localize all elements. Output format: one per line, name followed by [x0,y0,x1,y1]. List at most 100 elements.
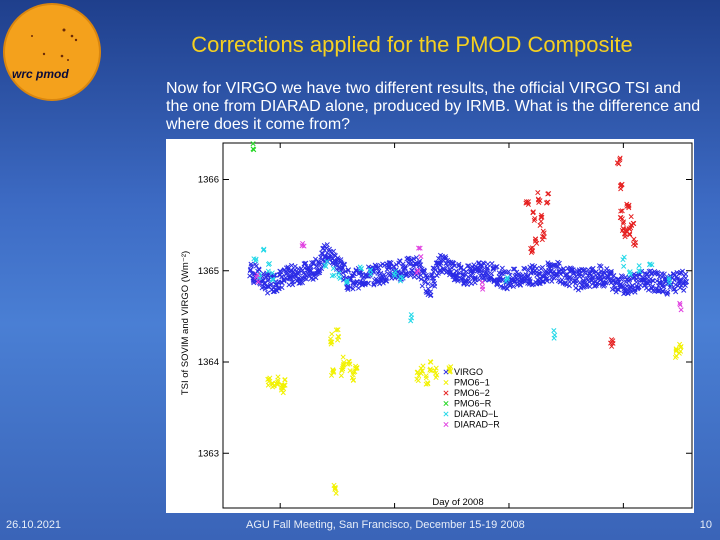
point-virgo [274,282,280,288]
point-virgo [611,273,617,279]
point-diarad-l [504,276,510,282]
series-pmo6-r [250,141,257,153]
slide-subtitle: Now for VIRGO we have two different resu… [166,80,701,133]
point-pmo6-2 [531,217,537,224]
point-pmo6-2 [546,191,552,197]
tsi-scatter-chart: 100 150 200 250 1363 1364 1365 1366 Day of 2008… [166,139,694,513]
point-diarad-l [260,247,266,253]
point-virgo [449,265,455,271]
point-virgo [442,254,448,260]
point-virgo [656,280,663,286]
point-virgo [378,270,384,276]
point-virgo [316,270,323,276]
point-virgo [412,261,418,267]
legend-label-pmo6-r: PMO6−R [454,399,492,409]
point-pmo6-1 [329,339,335,345]
point-pmo6-1 [335,337,341,343]
point-virgo [660,289,666,295]
point-pmo6-1 [677,341,683,347]
point-virgo [580,273,586,279]
point-virgo [661,271,667,277]
point-virgo [587,284,593,290]
point-virgo [315,258,322,264]
point-virgo [340,270,346,276]
point-virgo [264,290,271,296]
point-virgo [345,267,352,273]
point-pmo6-2 [627,231,633,237]
point-pmo6-2 [532,236,539,242]
point-virgo [422,279,429,285]
point-virgo [655,270,661,276]
point-virgo [431,280,438,287]
point-pmo6-2 [614,160,621,166]
point-virgo [627,284,633,290]
legend-marker-diarad-l [443,411,449,417]
point-diarad-r [254,272,261,278]
point-virgo [347,284,353,290]
point-pmo6-2 [627,232,633,238]
point-virgo [326,246,332,252]
point-diarad-r [479,279,485,285]
point-virgo [279,274,285,280]
point-virgo [405,255,412,261]
point-diarad-l [628,272,634,278]
point-pmo6-1 [265,382,271,388]
point-virgo [612,285,618,291]
point-virgo [472,280,478,286]
point-virgo [430,275,437,281]
point-pmo6-1 [333,327,339,333]
point-pmo6-r [250,141,256,147]
point-virgo [501,269,507,275]
point-pmo6-1 [339,367,345,373]
point-virgo [386,264,392,270]
point-pmo6-2 [537,222,543,228]
point-virgo [417,262,423,269]
point-virgo [427,289,434,295]
point-pmo6-1 [350,377,356,383]
point-pmo6-2 [609,343,615,349]
point-diarad-l [504,274,511,281]
series-diarad-l [251,246,673,341]
point-pmo6-2 [617,157,623,163]
y-tick-label: 1365 [198,266,219,277]
point-virgo [391,263,397,269]
point-virgo [455,278,461,284]
point-diarad-l [399,275,405,281]
point-diarad-r [677,300,683,306]
point-virgo [573,285,579,291]
point-pmo6-1 [347,368,353,374]
point-pmo6-1 [266,376,272,382]
point-pmo6-1 [678,344,684,350]
point-virgo [633,276,640,282]
point-pmo6-2 [539,237,545,243]
point-diarad-l [649,262,655,268]
point-diarad-l [251,256,257,262]
point-pmo6-1 [328,339,334,345]
x-tick-label: 150 [387,512,403,513]
point-diarad-r [414,270,420,276]
point-pmo6-2 [621,219,627,225]
point-virgo [499,265,505,271]
point-pmo6-1 [677,348,684,354]
point-pmo6-1 [328,372,335,378]
point-pmo6-1 [352,369,358,375]
point-virgo [660,288,666,294]
point-pmo6-1 [423,375,429,381]
point-pmo6-1 [330,367,336,373]
point-diarad-l [666,277,672,283]
point-pmo6-2 [545,199,551,205]
point-diarad-l [329,273,335,279]
point-diarad-l [330,265,336,272]
point-virgo [424,275,430,281]
point-virgo [296,270,302,276]
point-pmo6-1 [354,365,360,371]
point-virgo [278,269,284,275]
point-virgo [491,265,497,271]
point-virgo [591,274,597,280]
point-diarad-l [408,318,414,324]
point-virgo [468,273,474,279]
series-pmo6-1 [265,327,684,496]
point-virgo [304,276,310,282]
point-virgo [667,284,673,291]
